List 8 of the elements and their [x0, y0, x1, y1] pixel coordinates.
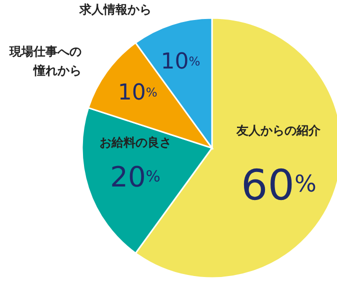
- data-label: 10%: [160, 48, 200, 74]
- slice-label: 友人からの紹介: [236, 123, 322, 138]
- data-label: 10%: [118, 80, 158, 106]
- data-label: 20%: [110, 160, 160, 193]
- slice-label: 現場仕事への憧れから: [8, 44, 82, 78]
- slice-label: お給料の良さ: [99, 135, 172, 150]
- data-label: 60%: [241, 160, 316, 209]
- slice-label: 求人情報から: [78, 2, 152, 16]
